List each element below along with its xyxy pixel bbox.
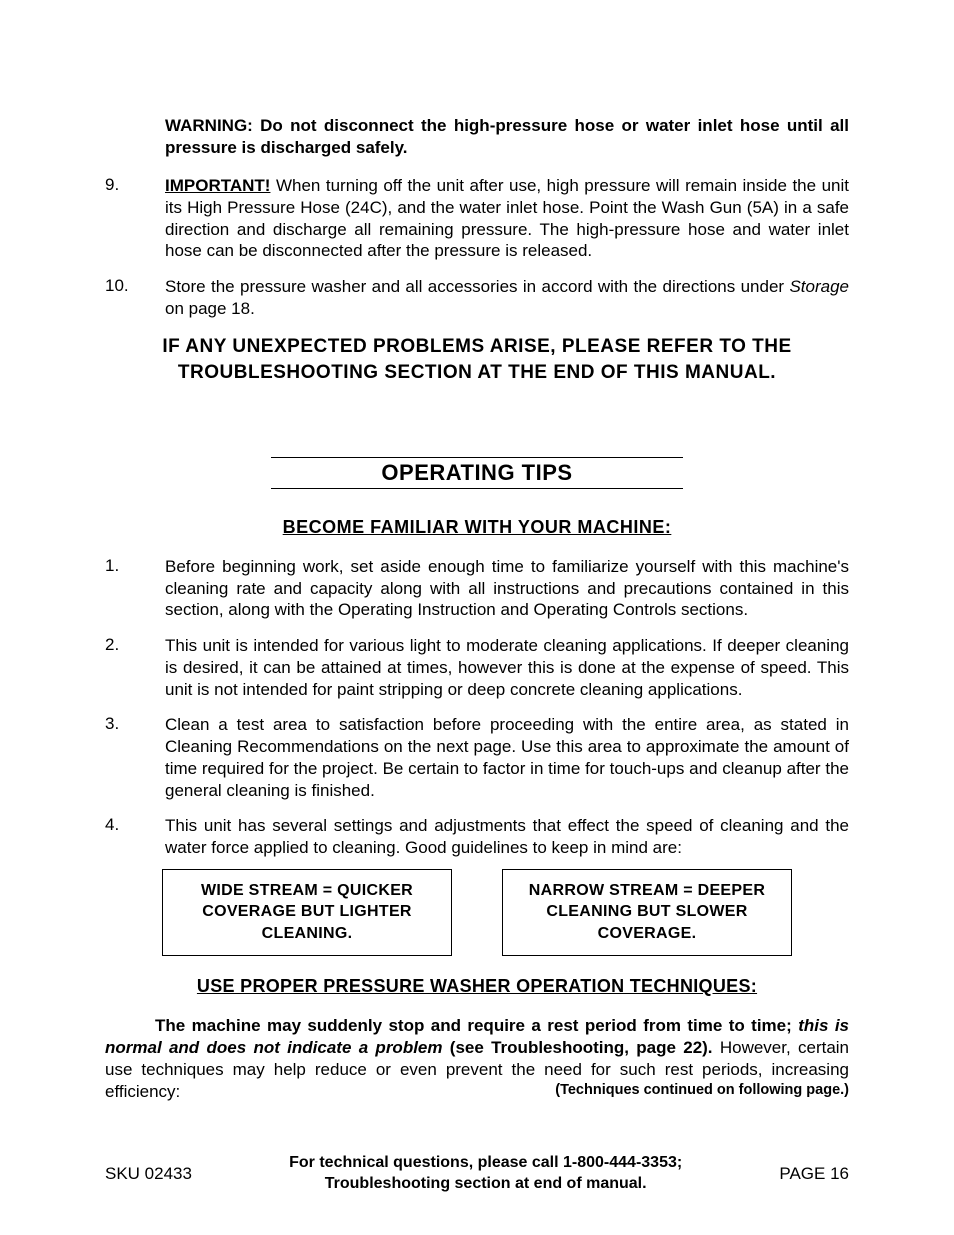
list-body: Before beginning work, set aside enough … <box>165 556 849 621</box>
techniques-continued: (Techniques continued on following page.… <box>555 1081 849 1100</box>
section-title-text: OPERATING TIPS <box>271 457 682 489</box>
footer-sku: SKU 02433 <box>105 1164 192 1184</box>
item-10-post: on page 18. <box>165 299 255 318</box>
sub-title-familiar: BECOME FAMILIAR WITH YOUR MACHINE: <box>105 517 849 538</box>
tip-item-4: 4. This unit has several settings and ad… <box>105 815 849 859</box>
guideline-boxes: WIDE STREAM = QUICKER COVERAGE BUT LIGHT… <box>105 869 849 956</box>
list-number: 3. <box>105 714 165 801</box>
tip-item-3: 3. Clean a test area to satisfaction bef… <box>105 714 849 801</box>
section-title: OPERATING TIPS <box>105 457 849 489</box>
footer-page-number: PAGE 16 <box>779 1164 849 1184</box>
troubleshooting-notice: IF ANY UNEXPECTED PROBLEMS ARISE, PLEASE… <box>105 334 849 387</box>
tip-item-1: 1. Before beginning work, set aside enou… <box>105 556 849 621</box>
narrow-stream-box: NARROW STREAM = DEEPER CLEANING BUT SLOW… <box>502 869 792 956</box>
rest-lead-bold: The machine may suddenly stop and requir… <box>155 1016 798 1035</box>
list-body: Clean a test area to satisfaction before… <box>165 714 849 801</box>
footer-center-line2: Troubleshooting section at end of manual… <box>325 1175 647 1192</box>
rest-period-paragraph: The machine may suddenly stop and requir… <box>105 1015 849 1103</box>
list-number: 9. <box>105 175 165 262</box>
sub-title-techniques: USE PROPER PRESSURE WASHER OPERATION TEC… <box>105 976 849 997</box>
tip-item-2: 2. This unit is intended for various lig… <box>105 635 849 700</box>
sub-title-2-text: USE PROPER PRESSURE WASHER OPERATION TEC… <box>197 976 757 996</box>
footer-center-line1: For technical questions, please call 1-8… <box>289 1154 682 1171</box>
list-number: 2. <box>105 635 165 700</box>
manual-page: WARNING: Do not disconnect the high-pres… <box>0 0 954 1235</box>
page-footer: SKU 02433 For technical questions, pleas… <box>105 1153 849 1195</box>
list-number: 4. <box>105 815 165 859</box>
sub-title-text: BECOME FAMILIAR WITH YOUR MACHINE: <box>283 517 672 537</box>
list-body: This unit has several settings and adjus… <box>165 815 849 859</box>
item-10-pre: Store the pressure washer and all access… <box>165 277 789 296</box>
list-body: IMPORTANT! When turning off the unit aft… <box>165 175 849 262</box>
list-number: 10. <box>105 276 165 320</box>
list-number: 1. <box>105 556 165 621</box>
list-item-9: 9. IMPORTANT! When turning off the unit … <box>105 175 849 262</box>
list-item-10: 10. Store the pressure washer and all ac… <box>105 276 849 320</box>
list-body: This unit is intended for various light … <box>165 635 849 700</box>
warning-text: WARNING: Do not disconnect the high-pres… <box>165 115 849 159</box>
footer-center: For technical questions, please call 1-8… <box>192 1153 779 1195</box>
wide-stream-box: WIDE STREAM = QUICKER COVERAGE BUT LIGHT… <box>162 869 452 956</box>
rest-bold-tail: (see Troubleshooting, page 22). <box>450 1038 713 1057</box>
important-label: IMPORTANT! <box>165 176 270 195</box>
item-10-italic: Storage <box>789 277 849 296</box>
list-body: Store the pressure washer and all access… <box>165 276 849 320</box>
